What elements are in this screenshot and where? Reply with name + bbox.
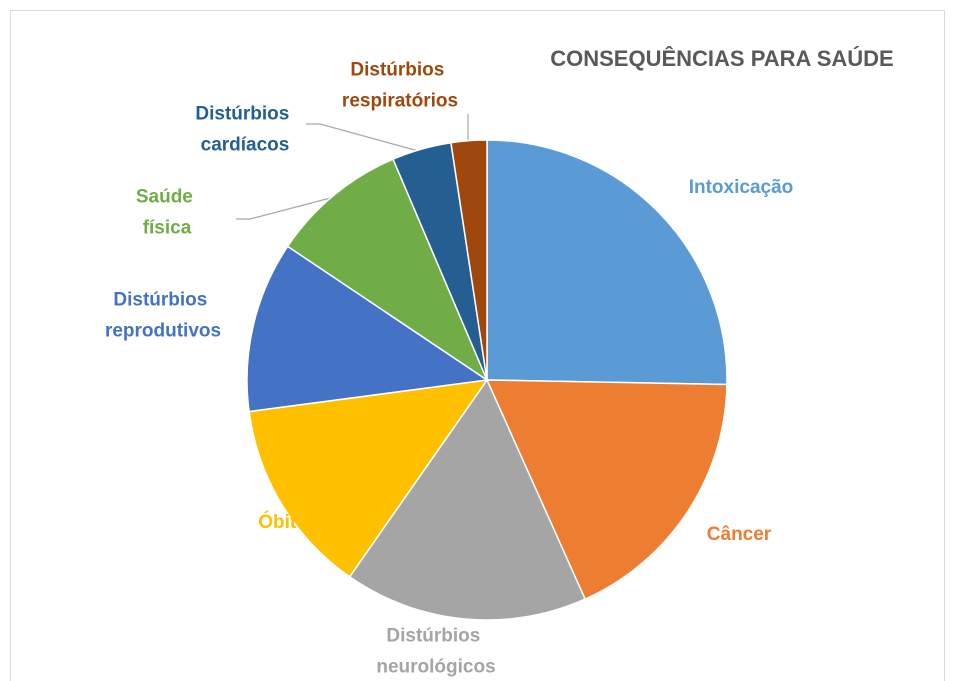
pie-slice [485, 379, 728, 601]
slice-label: Câncer [707, 524, 772, 545]
slice-label: Distúrbios neurológicos [376, 626, 495, 678]
slice-label: Distúrbios respiratórios [342, 60, 458, 112]
leader-line [236, 195, 339, 220]
chart-title: CONSEQUÊNCIAS PARA SAÚDE [550, 46, 893, 71]
pie-slice [246, 245, 490, 413]
slice-label: Intoxicação [689, 177, 794, 198]
pie-slice [486, 139, 728, 386]
pie-slice [286, 158, 489, 383]
slice-label: Saúde física [136, 187, 198, 239]
leader-line [306, 123, 423, 153]
leader-lines [236, 114, 469, 220]
pie-slice [348, 378, 587, 621]
pie-slice [248, 379, 489, 578]
pie-slice [450, 139, 488, 381]
slice-label: Distúrbios reprodutivos [105, 290, 221, 342]
slice-label: Óbito [258, 511, 308, 533]
slice-label: Distúrbios cardíacos [195, 104, 294, 156]
